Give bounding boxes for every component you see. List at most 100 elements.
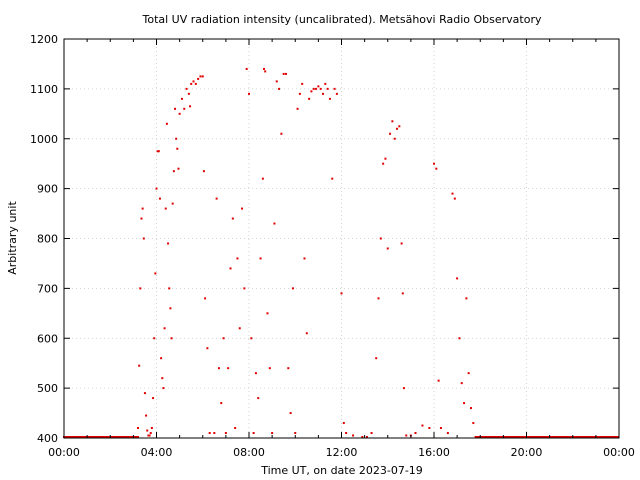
baseline-point — [93, 436, 96, 439]
baseline-point — [557, 436, 560, 439]
data-point — [458, 337, 461, 340]
data-point — [273, 222, 276, 225]
baseline-point — [556, 436, 559, 439]
baseline-point — [609, 436, 612, 439]
data-point — [289, 412, 292, 415]
data-point — [167, 242, 170, 245]
baseline-point — [507, 436, 509, 439]
baseline-point — [90, 436, 93, 439]
baseline-point — [64, 436, 67, 439]
baseline-point — [528, 436, 531, 439]
data-point — [141, 207, 144, 210]
baseline-point — [550, 436, 553, 439]
data-point — [177, 167, 180, 170]
data-point — [305, 332, 308, 335]
baseline-point — [583, 436, 586, 439]
data-point — [143, 392, 146, 395]
baseline-point — [82, 436, 85, 439]
baseline-point — [516, 436, 519, 439]
data-point — [282, 72, 285, 75]
baseline-point — [113, 436, 116, 439]
data-point — [352, 434, 355, 437]
data-point — [402, 387, 405, 390]
data-point — [150, 427, 153, 430]
data-point — [187, 92, 190, 95]
data-point — [257, 397, 260, 400]
baseline-point — [534, 436, 537, 439]
baseline-point — [602, 436, 605, 439]
x-tick-label: 04:00 — [141, 446, 173, 459]
chart-title: Total UV radiation intensity (uncalibrat… — [142, 13, 542, 26]
data-point — [465, 297, 468, 300]
baseline-point — [604, 436, 607, 439]
baseline-point — [567, 436, 570, 439]
baseline-point — [559, 436, 562, 439]
baseline-point — [515, 436, 518, 439]
data-point — [231, 217, 234, 220]
data-point — [206, 347, 209, 350]
baseline-point — [547, 436, 550, 439]
baseline-point — [527, 436, 530, 439]
data-point — [400, 242, 403, 245]
baseline-point — [563, 436, 566, 439]
baseline-point — [91, 436, 94, 439]
baseline-point — [570, 436, 573, 439]
x-axis-ticks: 00:00 04:00 08:00 12:00 16:00 20:00 00:00 — [48, 39, 635, 459]
baseline-point — [79, 436, 82, 439]
y-tick-label: 1200 — [30, 33, 58, 46]
data-point — [137, 427, 139, 430]
baseline-point — [613, 436, 616, 439]
data-point — [183, 107, 186, 110]
baseline-point — [593, 436, 596, 439]
data-point — [294, 432, 297, 435]
baseline-point — [615, 436, 618, 439]
data-point — [319, 87, 322, 90]
data-point — [156, 150, 159, 153]
data-point — [224, 432, 227, 435]
data-point — [379, 237, 382, 240]
y-tick-label: 700 — [37, 282, 58, 295]
data-point — [285, 72, 287, 75]
data-point — [248, 92, 250, 95]
data-point — [164, 207, 167, 210]
data-point — [202, 170, 205, 173]
data-point — [190, 82, 193, 85]
data-point — [287, 367, 290, 370]
data-point — [342, 422, 345, 425]
baseline-point — [119, 436, 122, 439]
data-point — [160, 357, 163, 360]
baseline-point — [88, 436, 91, 439]
baseline-point — [480, 436, 483, 439]
data-point — [301, 82, 304, 85]
baseline-point — [488, 436, 491, 439]
data-point — [389, 132, 392, 135]
baseline-point — [508, 436, 511, 439]
baseline-point — [535, 436, 538, 439]
data-point — [370, 432, 373, 435]
baseline-point — [531, 436, 534, 439]
baseline-point — [487, 436, 490, 439]
baseline-point — [582, 436, 585, 439]
data-point — [333, 87, 336, 90]
baseline-point — [134, 436, 137, 439]
baseline-point — [513, 436, 516, 439]
y-tick-label: 400 — [37, 432, 58, 445]
data-point — [189, 105, 192, 108]
baseline-point — [510, 436, 513, 439]
x-tick-label: 12:00 — [326, 446, 358, 459]
baseline-point — [475, 436, 478, 439]
baseline-point — [97, 436, 100, 439]
y-tick-label: 500 — [37, 382, 58, 395]
data-point — [345, 432, 348, 435]
data-points — [63, 67, 619, 439]
baseline-point — [505, 436, 508, 439]
x-tick-label: 00:00 — [48, 446, 80, 459]
baseline-point — [73, 436, 76, 439]
baseline-point — [574, 436, 577, 439]
y-tick-label: 900 — [37, 183, 58, 196]
baseline-point — [76, 436, 79, 439]
baseline-point — [500, 436, 503, 439]
baseline-point — [555, 436, 558, 439]
baseline-point — [503, 436, 506, 439]
